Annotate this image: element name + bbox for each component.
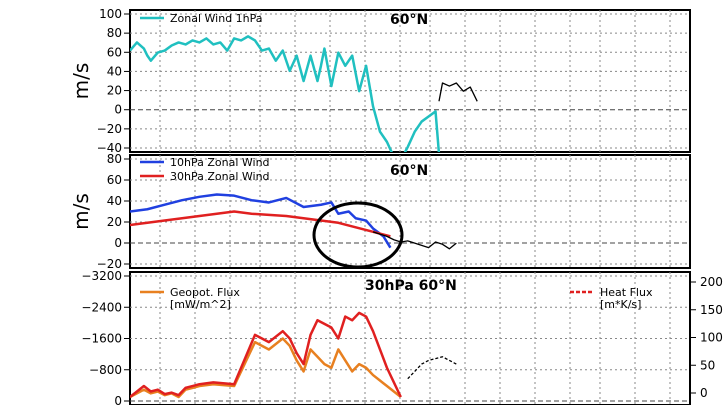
y-tick-label: 60	[107, 45, 122, 59]
legend-label: 10hPa Zonal Wind	[170, 156, 270, 169]
y2-tick-label: 0	[700, 386, 708, 400]
y-tick-label: −2400	[81, 300, 122, 314]
y-tick-label: 0	[114, 236, 122, 250]
y-tick-label: −40	[97, 141, 122, 155]
series-line	[130, 210, 391, 238]
y-tick-label: −3200	[81, 269, 122, 283]
panel-3: −3200 −2400 −1600 −800 0 200 150 100 50 0 30hPa 60…	[81, 269, 723, 405]
series-line	[438, 82, 478, 102]
y-tick-label: −800	[89, 363, 122, 377]
series-line	[130, 311, 402, 398]
series-line	[130, 337, 402, 399]
legend-label: [mW/m^2]	[170, 298, 231, 311]
y-tick-label: 0	[114, 103, 122, 117]
y-tick-label: 80	[107, 26, 122, 40]
panel-title: 60°N	[390, 163, 428, 179]
y-tick-label: −20	[97, 257, 122, 271]
y2-tick-label: 200	[700, 275, 723, 289]
y2-tick-label: 150	[700, 303, 723, 317]
y2-tick-label: 100	[700, 331, 723, 345]
y-tick-label: 40	[107, 64, 122, 78]
legend-label: Geopot. Flux	[170, 286, 240, 299]
y-tick-label: −20	[97, 122, 122, 136]
annotation-circle	[312, 201, 404, 269]
panel-title: 60°N	[390, 12, 428, 28]
panel-2: 80 60 40 20 0 −20 m/s 60°N 10hPa Zonal Wind30hPa…	[69, 152, 691, 271]
legend-label: Heat Flux	[600, 286, 653, 299]
series-line	[130, 193, 392, 249]
series-line	[130, 35, 441, 152]
panel-title: 30hPa 60°N	[365, 278, 457, 294]
series-line	[407, 356, 457, 380]
y-tick-label: −1600	[81, 332, 122, 346]
y-axis-label: m/s	[69, 193, 93, 230]
series-line	[372, 231, 457, 250]
legend-label: Zonal Wind 1hPa	[170, 12, 263, 25]
legend-label: [m*K/s]	[600, 298, 641, 311]
y-tick-label: 60	[107, 173, 122, 187]
panel-1: 100 80 60 40 20 0 −20 −40 m/s 60°N Zonal Wind 1hPa	[69, 7, 691, 155]
y-tick-label: 80	[107, 152, 122, 166]
y-tick-label: 100	[99, 7, 122, 21]
y-axis-label: m/s	[69, 63, 93, 100]
y-tick-label: 0	[114, 394, 122, 405]
y2-tick-label: 50	[700, 358, 715, 372]
y-tick-label: 40	[107, 194, 122, 208]
panel-frame	[129, 9, 691, 153]
legend-label: 30hPa Zonal Wind	[170, 170, 270, 183]
y-tick-label: 20	[107, 215, 122, 229]
y-tick-label: 20	[107, 84, 122, 98]
